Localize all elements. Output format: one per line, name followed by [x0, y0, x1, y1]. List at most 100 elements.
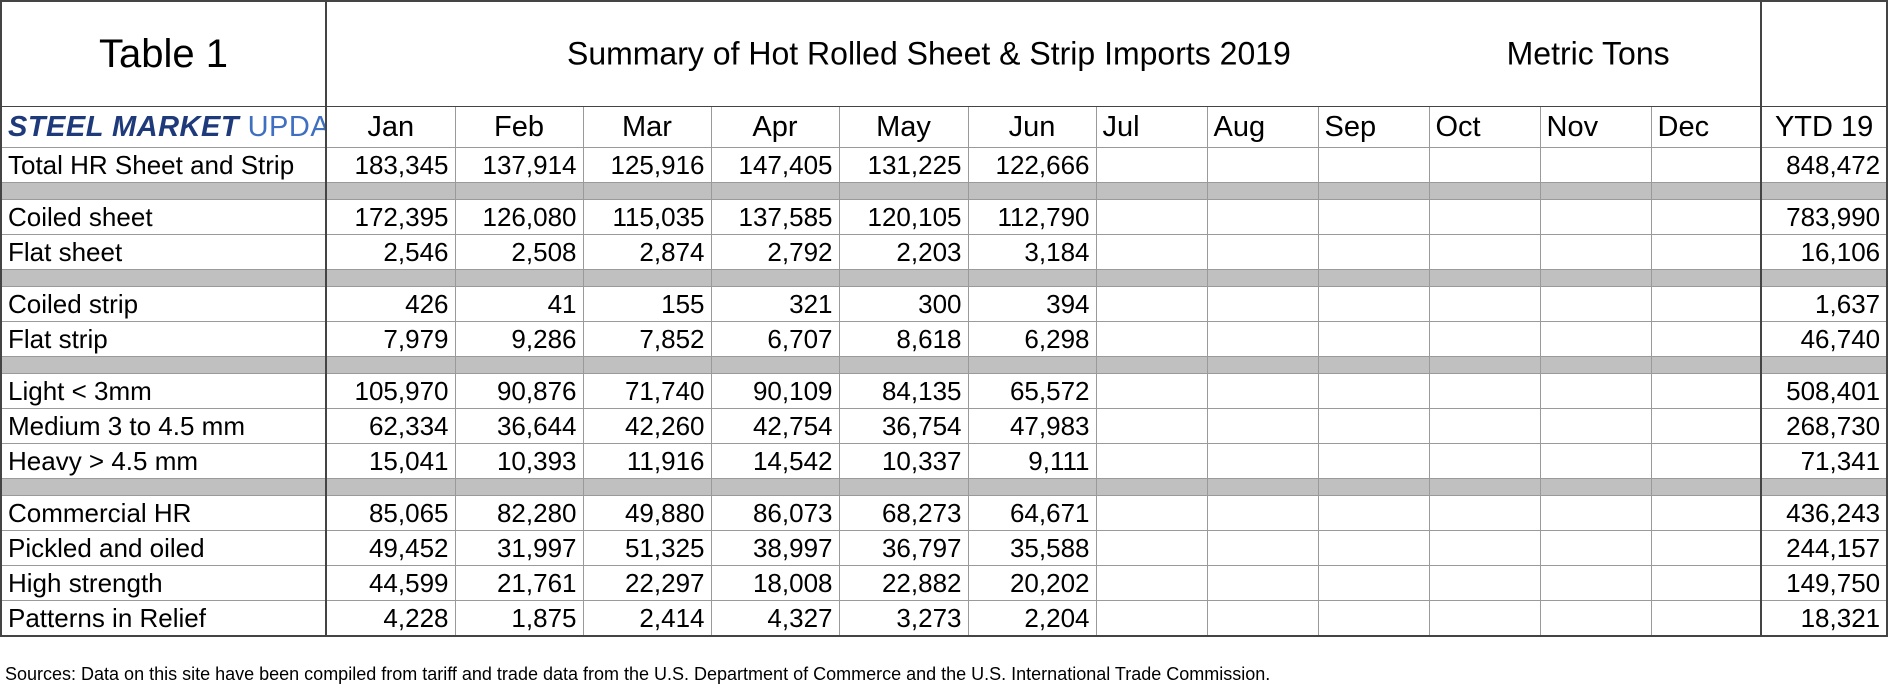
- separator-cell: [0, 182, 327, 200]
- column-header: Mar: [582, 106, 712, 148]
- ytd-value: 783,990: [1760, 199, 1888, 235]
- empty-cell: [1539, 495, 1652, 531]
- separator-cell: [1206, 269, 1319, 287]
- empty-cell: [1539, 373, 1652, 409]
- empty-cell: [1095, 373, 1208, 409]
- data-row: Coiled sheet 172,395 126,080 115,035 137,585…: [0, 199, 1888, 235]
- separator-cell: [967, 269, 1097, 287]
- cell-value: 2,203: [838, 234, 969, 270]
- cell-value: 2,792: [710, 234, 840, 270]
- empty-cell: [1539, 147, 1652, 183]
- empty-cell: [1650, 321, 1762, 357]
- empty-cell: [1206, 147, 1319, 183]
- row-label: Light < 3mm: [0, 373, 327, 409]
- imports-table: Table 1 Summary of Hot Rolled Sheet & St…: [0, 0, 1888, 637]
- row-label: Coiled sheet: [0, 199, 327, 235]
- row-label: Medium 3 to 4.5 mm: [0, 408, 327, 444]
- empty-cell: [1428, 408, 1541, 444]
- cell-value: 183,345: [325, 147, 456, 183]
- subtitle: Summary of Hot Rolled Sheet & Strip Impo…: [566, 35, 1291, 72]
- cell-value: 41: [454, 286, 584, 322]
- cell-value: 62,334: [325, 408, 456, 444]
- empty-cell: [1428, 234, 1541, 270]
- data-row: Total HR Sheet and Strip 183,345 137,914 12…: [0, 147, 1888, 183]
- cell-value: 137,914: [454, 147, 584, 183]
- separator-cell: [1650, 478, 1762, 496]
- separator-cell: [710, 269, 840, 287]
- row-label: Flat strip: [0, 321, 327, 357]
- empty-cell: [1650, 408, 1762, 444]
- row-label: Patterns in Relief: [0, 600, 327, 637]
- cell-value: 122,666: [967, 147, 1097, 183]
- cell-value: 2,546: [325, 234, 456, 270]
- row-label: High strength: [0, 565, 327, 601]
- empty-cell: [1095, 600, 1208, 637]
- separator-cell: [838, 356, 969, 374]
- cell-value: 9,111: [967, 443, 1097, 479]
- row-label: Total HR Sheet and Strip: [0, 147, 327, 183]
- data-row: Pickled and oiled 49,452 31,997 51,325 38,99…: [0, 530, 1888, 566]
- separator-cell: [1317, 356, 1430, 374]
- separator-cell: [1428, 356, 1541, 374]
- separator-cell: [454, 356, 584, 374]
- empty-cell: [1650, 565, 1762, 601]
- separator-cell: [710, 356, 840, 374]
- cell-value: 38,997: [710, 530, 840, 566]
- empty-cell: [1206, 373, 1319, 409]
- table-title: Table 1: [0, 1, 327, 107]
- column-header: Feb: [454, 106, 584, 148]
- empty-cell: [1650, 147, 1762, 183]
- separator-cell: [1095, 182, 1208, 200]
- title-cell: Summary of Hot Rolled Sheet & Strip Impo…: [325, 1, 1762, 107]
- empty-cell: [1650, 199, 1762, 235]
- cell-value: 49,452: [325, 530, 456, 566]
- cell-value: 126,080: [454, 199, 584, 235]
- cell-value: 7,979: [325, 321, 456, 357]
- separator-cell: [0, 269, 327, 287]
- separator-row: [0, 356, 1888, 374]
- empty-cell: [1428, 286, 1541, 322]
- ytd-value: 46,740: [1760, 321, 1888, 357]
- cell-value: 22,297: [582, 565, 712, 601]
- cell-value: 172,395: [325, 199, 456, 235]
- empty-cell: [1650, 600, 1762, 637]
- column-header: Sep: [1317, 106, 1430, 148]
- ytd-value: 848,472: [1760, 147, 1888, 183]
- empty-cell: [1317, 443, 1430, 479]
- separator-cell: [1760, 182, 1888, 200]
- empty-cell: [1206, 565, 1319, 601]
- cell-value: 426: [325, 286, 456, 322]
- separator-cell: [582, 182, 712, 200]
- empty-cell: [1095, 147, 1208, 183]
- data-row: Patterns in Relief 4,228 1,875 2,414 4,327 3,…: [0, 600, 1888, 637]
- separator-row: [0, 182, 1888, 200]
- column-header: Oct: [1428, 106, 1541, 148]
- empty-cell: [1428, 373, 1541, 409]
- cell-value: 31,997: [454, 530, 584, 566]
- data-row: Flat strip 7,979 9,286 7,852 6,707 8,618 6,298…: [0, 321, 1888, 357]
- empty-cell: [1317, 234, 1430, 270]
- empty-cell: [1206, 443, 1319, 479]
- empty-cell: [1539, 530, 1652, 566]
- separator-cell: [710, 478, 840, 496]
- empty-cell: [1650, 234, 1762, 270]
- separator-cell: [1206, 356, 1319, 374]
- row-label: Heavy > 4.5 mm: [0, 443, 327, 479]
- empty-cell: [1095, 286, 1208, 322]
- empty-cell: [1206, 600, 1319, 637]
- data-row: Coiled strip 426 41 155 321 300 394 1,637: [0, 286, 1888, 322]
- data-row: Medium 3 to 4.5 mm 62,334 36,644 42,260 42,7…: [0, 408, 1888, 444]
- separator-cell: [1650, 182, 1762, 200]
- cell-value: 6,707: [710, 321, 840, 357]
- separator-cell: [1317, 478, 1430, 496]
- cell-value: 131,225: [838, 147, 969, 183]
- separator-cell: [1428, 478, 1541, 496]
- cell-value: 10,337: [838, 443, 969, 479]
- empty-cell: [1317, 600, 1430, 637]
- source-note: Sources: Data on this site have been com…: [5, 664, 1271, 684]
- cell-value: 85,065: [325, 495, 456, 531]
- empty-cell: [1428, 321, 1541, 357]
- cell-value: 2,414: [582, 600, 712, 637]
- cell-value: 42,754: [710, 408, 840, 444]
- separator-cell: [838, 269, 969, 287]
